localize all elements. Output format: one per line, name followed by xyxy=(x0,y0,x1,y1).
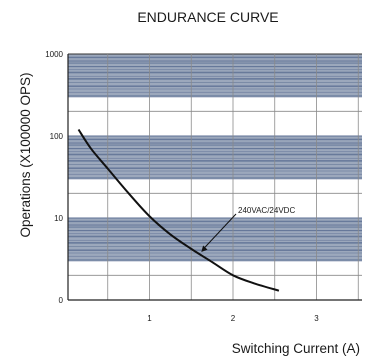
shaded-band xyxy=(68,218,362,261)
grid-lines xyxy=(68,53,362,301)
x-tick-label: 1 xyxy=(147,314,152,323)
curve-layer xyxy=(77,128,280,292)
y-tick-label: 10 xyxy=(54,214,63,223)
shaded-band xyxy=(68,54,362,97)
x-axis-title: Switching Current (A) xyxy=(232,341,360,356)
x-tick-label: 2 xyxy=(231,314,236,323)
chart-title: ENDURANCE CURVE xyxy=(137,9,278,25)
x-tick-label: 3 xyxy=(314,314,319,323)
shaded-band xyxy=(68,136,362,179)
axes xyxy=(67,54,362,301)
y-tick-label: 0 xyxy=(59,296,64,305)
y-tick-label: 100 xyxy=(50,132,64,141)
annotation-arrowhead xyxy=(201,245,208,252)
y-axis-title: Operations (X100000 OPS) xyxy=(18,72,33,237)
series-curve-240vac-24vdc xyxy=(77,128,280,292)
y-tick-label: 1000 xyxy=(45,50,63,59)
annotation-leader xyxy=(203,213,237,249)
shaded-bands xyxy=(68,54,362,261)
series-annotation: 240VAC/24VDC xyxy=(238,206,295,215)
